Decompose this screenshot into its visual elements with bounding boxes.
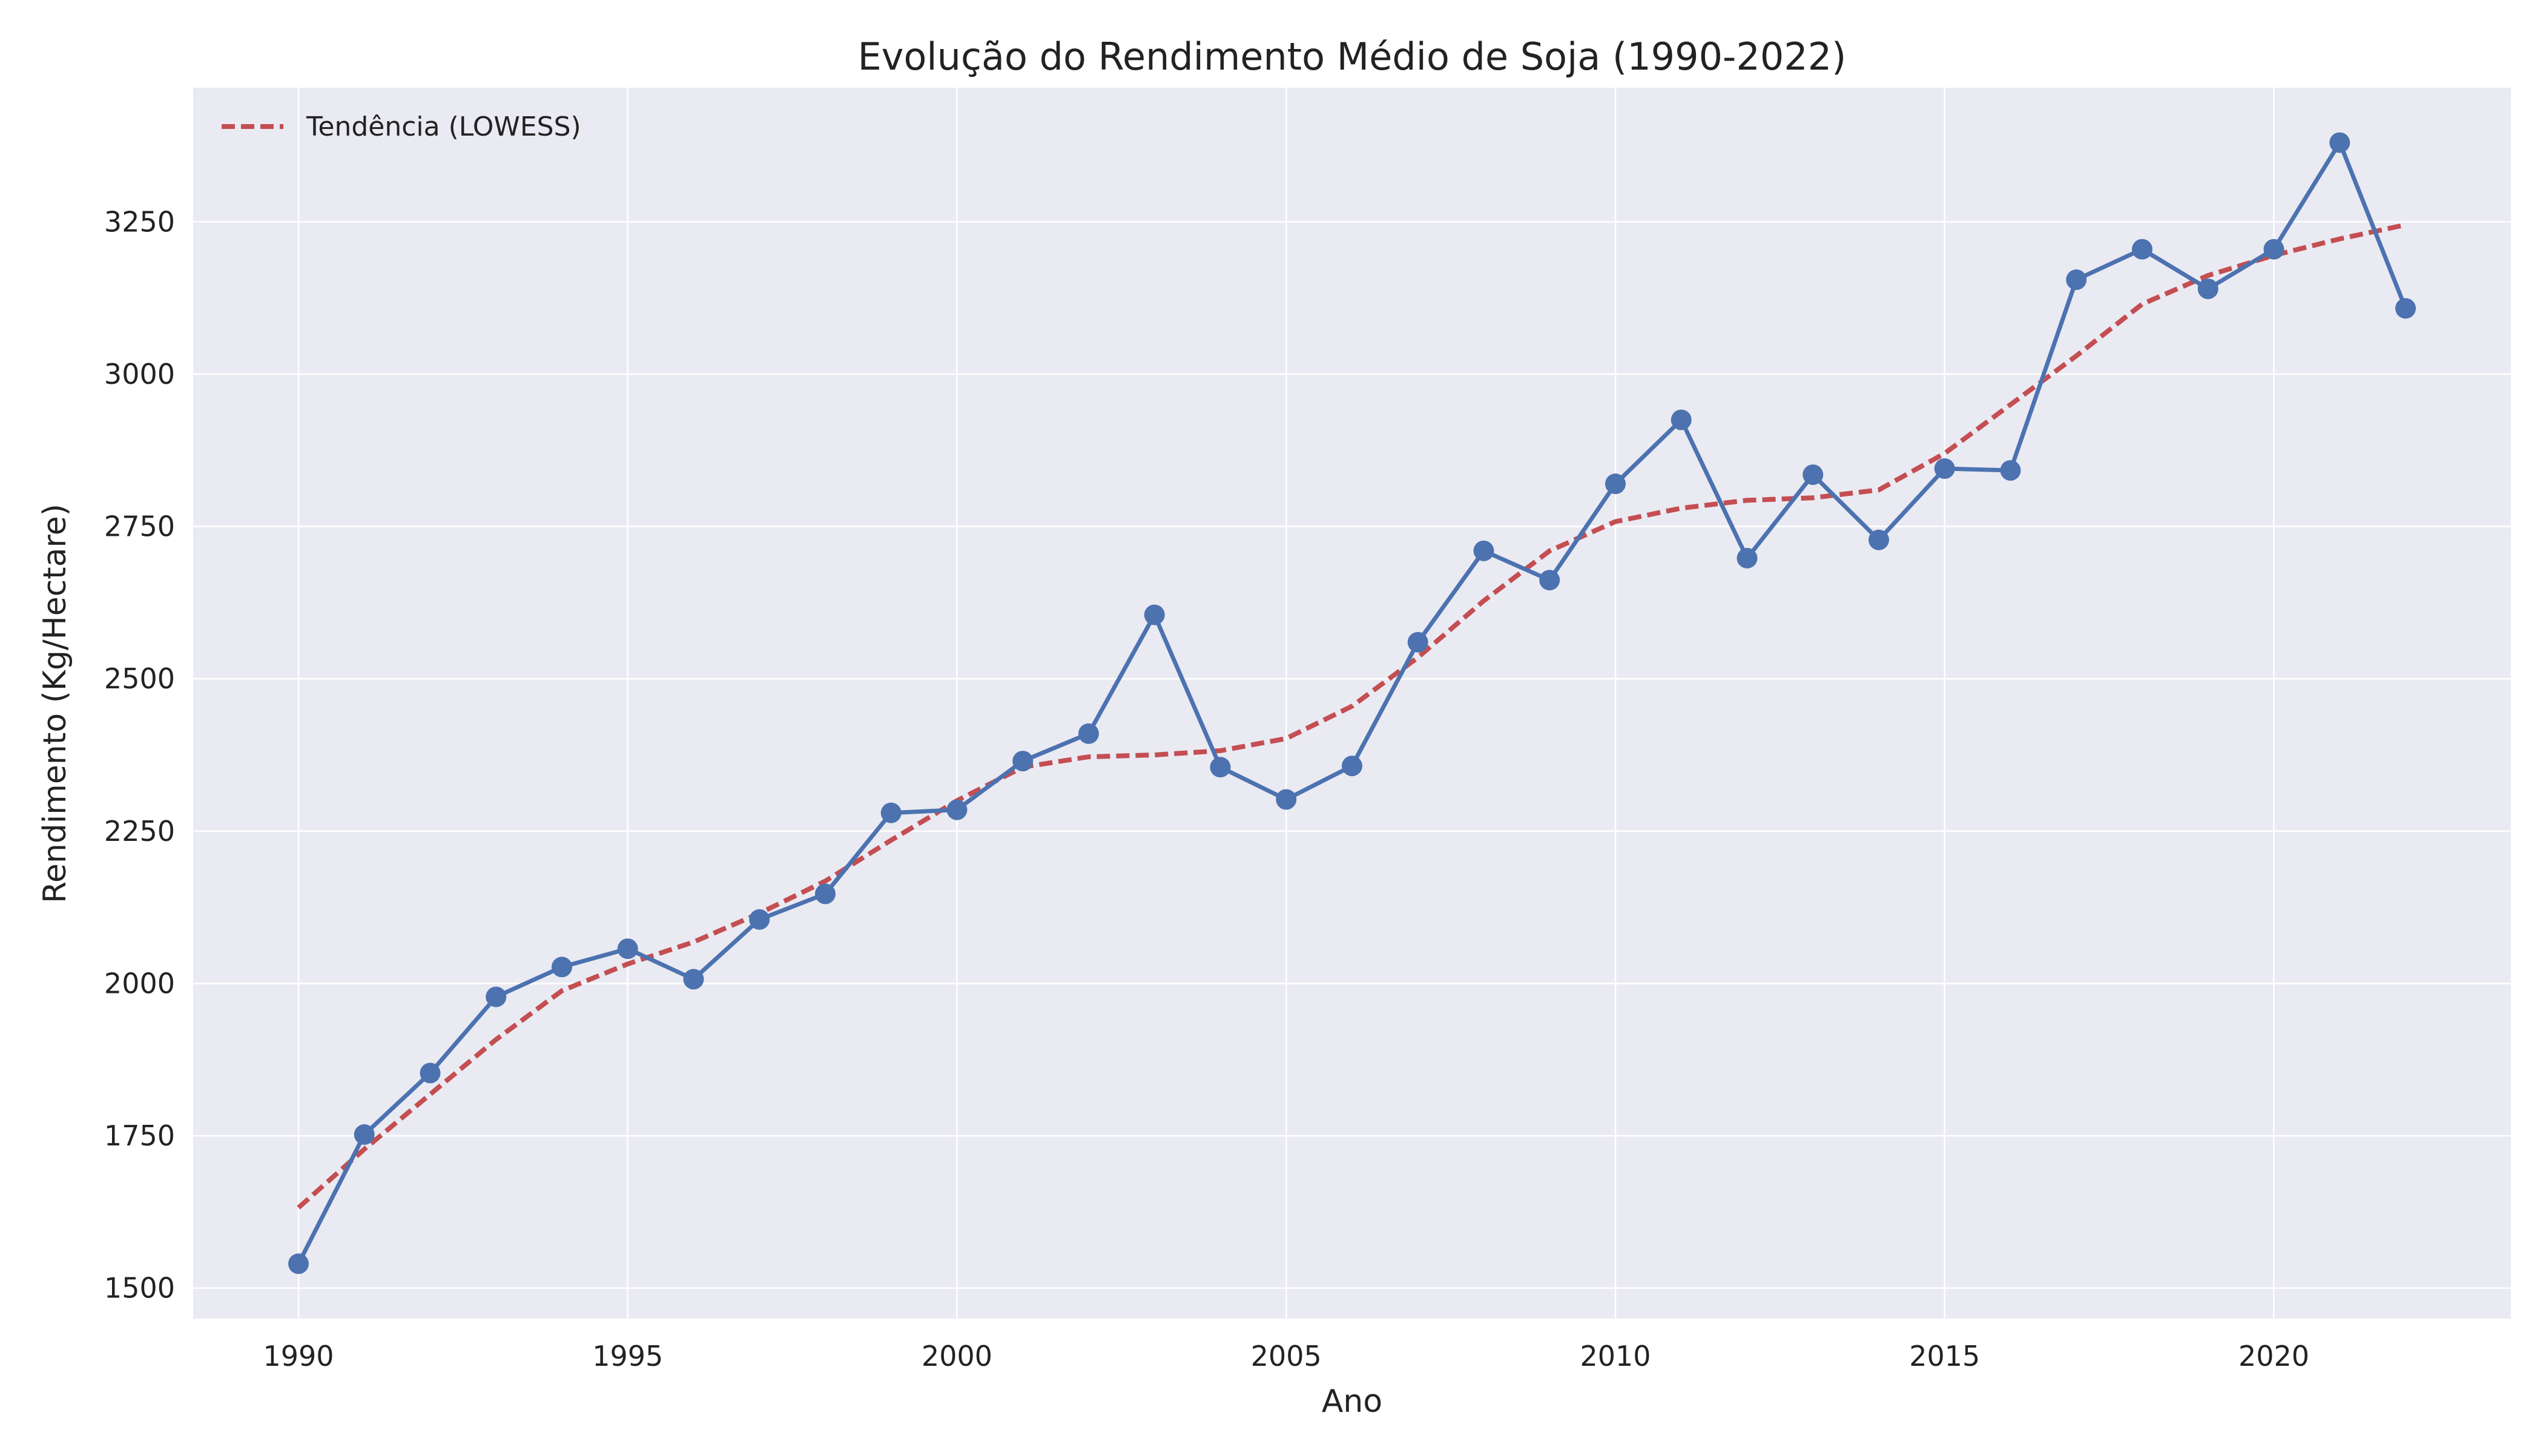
legend-trend-label: Tendência (LOWESS) <box>306 111 581 142</box>
y-axis-label: Rendimento (Kg/Hectare) <box>37 504 73 903</box>
y-tick-label: 2250 <box>104 815 175 848</box>
plot-area <box>193 88 2511 1319</box>
x-tick-label: 2015 <box>1909 1340 1980 1372</box>
data-point <box>1868 529 1889 550</box>
data-point <box>1473 540 1494 561</box>
data-point <box>683 969 704 990</box>
data-point <box>1342 756 1362 777</box>
data-point <box>1210 757 1231 778</box>
x-tick-label: 2010 <box>1580 1340 1651 1372</box>
data-point <box>1671 409 1692 430</box>
x-tick-label: 2000 <box>922 1340 992 1372</box>
data-point <box>552 957 572 978</box>
yield-series <box>288 132 2416 1274</box>
y-tick-label: 3250 <box>104 205 175 238</box>
y-axis-ticks: 1500 1750 2000 2250 2500 2750 3000 3250 <box>104 205 175 1304</box>
x-axis-ticks: 1990 1995 2000 2005 2010 2015 2020 <box>263 1340 2309 1372</box>
y-tick-label: 3000 <box>104 358 175 390</box>
data-point <box>1407 631 1428 653</box>
data-point <box>288 1253 309 1274</box>
data-point <box>946 799 968 820</box>
data-point <box>1934 458 1955 479</box>
x-tick-label: 2005 <box>1251 1340 1322 1372</box>
x-tick-label: 1995 <box>592 1340 663 1372</box>
data-point <box>2197 278 2218 300</box>
data-point <box>2066 269 2087 291</box>
data-point <box>2395 298 2416 319</box>
y-tick-label: 1750 <box>104 1119 175 1152</box>
y-tick-label: 2000 <box>104 967 175 1000</box>
data-point <box>486 986 507 1007</box>
data-point <box>420 1062 441 1084</box>
data-point <box>1737 547 1758 568</box>
data-point <box>2263 239 2284 260</box>
x-tick-label: 2020 <box>2238 1340 2309 1372</box>
data-point <box>1144 604 1165 625</box>
data-point <box>1276 789 1297 810</box>
grid <box>193 88 2511 1319</box>
y-tick-label: 2500 <box>104 662 175 695</box>
data-point <box>354 1124 375 1145</box>
data-point <box>815 883 836 904</box>
data-point <box>1012 751 1034 772</box>
y-tick-label: 2750 <box>104 510 175 543</box>
data-point <box>2000 460 2021 481</box>
data-point <box>617 938 638 960</box>
data-point <box>1803 464 1824 486</box>
data-point <box>880 802 902 823</box>
legend: Tendência (LOWESS) <box>222 111 581 142</box>
data-point <box>1605 473 1626 495</box>
data-point <box>2132 239 2152 260</box>
data-point <box>749 909 770 930</box>
data-point <box>1078 723 1099 744</box>
data-point <box>2329 132 2350 153</box>
x-tick-label: 1990 <box>263 1340 334 1372</box>
y-tick-label: 1500 <box>104 1272 175 1305</box>
data-point <box>1539 570 1560 591</box>
x-axis-label: Ano <box>1322 1383 1382 1420</box>
chart-title: Evolução do Rendimento Médio de Soja (19… <box>858 35 1847 79</box>
